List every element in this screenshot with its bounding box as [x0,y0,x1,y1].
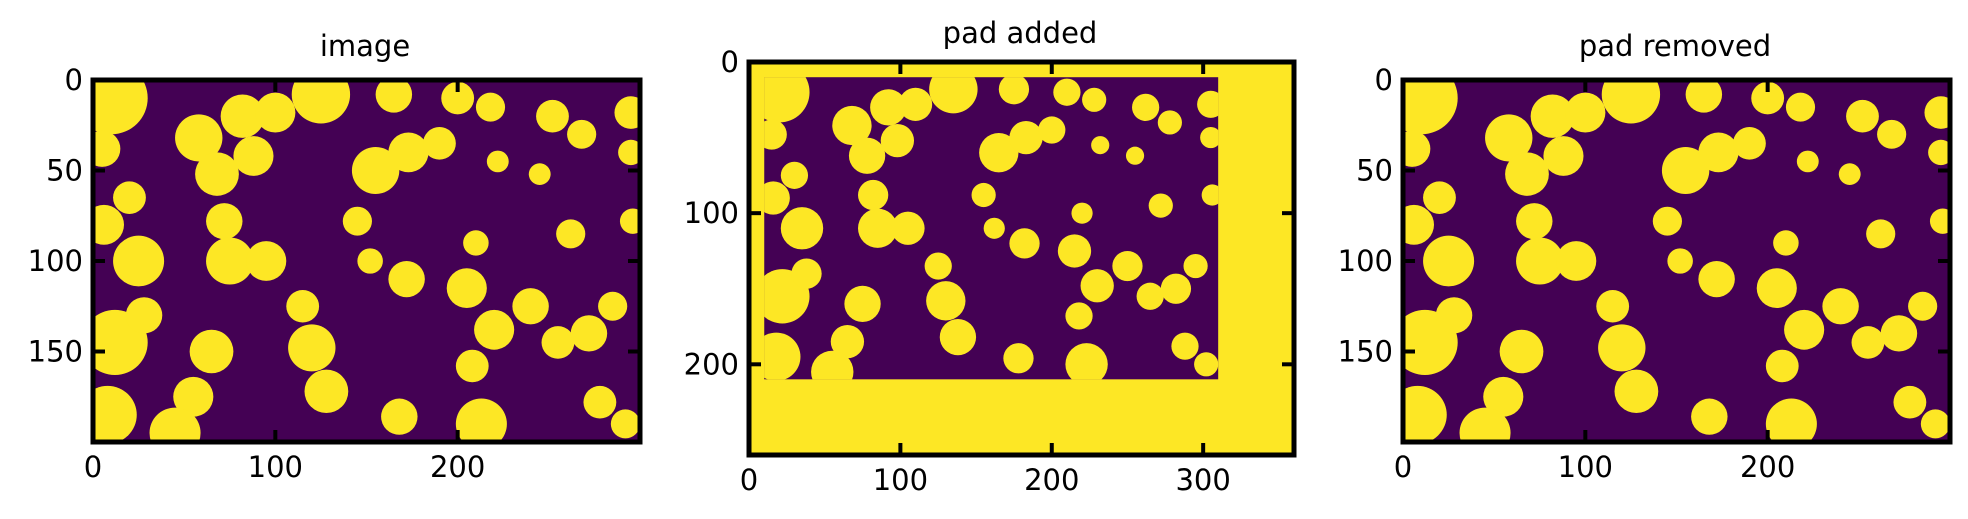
padded-image [764,77,1219,380]
x-tick-label: 300 [1175,463,1230,497]
image-content [1403,80,1950,442]
x-tick-label: 200 [430,450,485,484]
pad-added-plot [746,59,1297,458]
y-tick-label: 100 [28,244,83,278]
y-tick-label: 50 [46,154,83,188]
x-tick-label: 0 [84,450,102,484]
image-copy [93,80,640,442]
x-tick-label: 100 [1558,450,1613,484]
y-tick-label: 0 [65,63,83,97]
panel-pad-added: pad added 0 100 200 300 0 100 200 [684,16,1297,497]
x-tick-label: 200 [1740,450,1795,484]
panel-title: pad removed [1579,29,1771,63]
panel-image: image 0 100 200 0 50 100 150 [28,29,643,484]
y-tick-label: 50 [1356,154,1393,188]
panel-title: image [320,29,410,63]
image-plot [90,77,643,445]
x-tick-label: 100 [873,463,928,497]
image-copy [764,77,1219,380]
y-tick-label: 100 [684,196,739,230]
y-tick-label: 0 [1375,63,1393,97]
image-axis-ticks: 0 100 200 0 50 100 150 [28,63,640,484]
x-tick-label: 0 [1394,450,1412,484]
y-tick-label: 0 [721,45,739,79]
y-tick-label: 100 [1338,244,1393,278]
x-tick-label: 100 [248,450,303,484]
pad-added-axis-ticks: 0 100 200 300 0 100 200 [684,45,1294,497]
pad-removed-axis-ticks: 0 100 200 0 50 100 150 [1338,63,1950,484]
image-copy [1403,80,1950,442]
axes-frame [746,59,1297,458]
x-tick-label: 0 [740,463,758,497]
image-content [93,80,640,442]
x-tick-label: 200 [1024,463,1079,497]
pad-removed-plot [1400,77,1953,445]
y-tick-label: 150 [1338,335,1393,369]
y-tick-label: 150 [28,335,83,369]
y-tick-label: 200 [684,347,739,381]
panel-title: pad added [943,16,1098,50]
panel-pad-removed: pad removed 0 100 200 0 50 100 150 [1338,29,1953,484]
